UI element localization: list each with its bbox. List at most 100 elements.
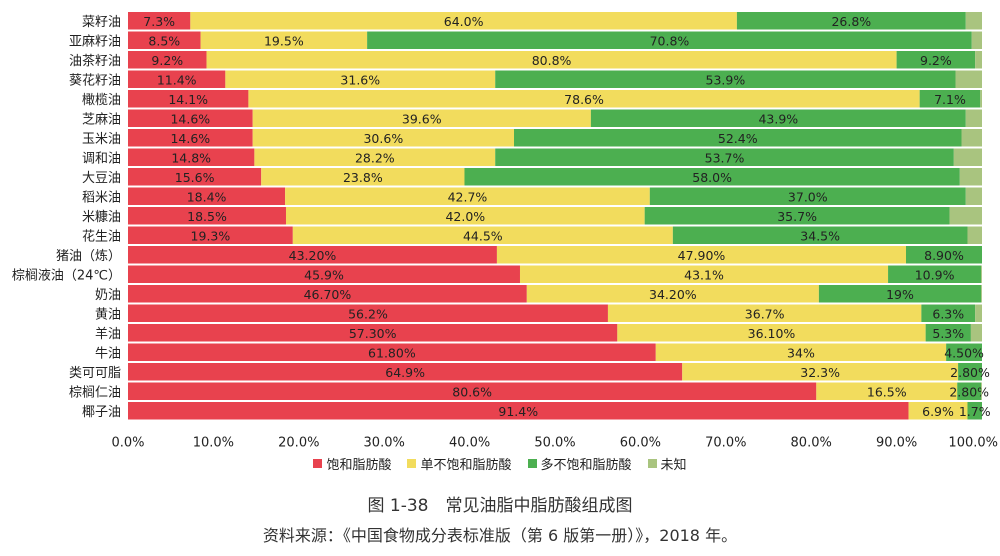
bar-segment-saturated	[128, 304, 608, 322]
data-label-polyunsaturated: 4.50%	[944, 345, 984, 360]
data-label-saturated: 14.6%	[170, 111, 210, 126]
data-label-polyunsaturated: 9.2%	[920, 53, 952, 68]
data-label-monounsaturated: 42.0%	[445, 209, 485, 224]
bar-segment-polyunsaturated	[919, 90, 981, 108]
bar-segment-monounsaturated	[682, 363, 959, 381]
bar-segment-monounsaturated	[285, 187, 650, 205]
data-label-monounsaturated: 43.1%	[684, 267, 724, 282]
bar-segment-unknown	[949, 207, 982, 225]
data-label-polyunsaturated: 52.4%	[718, 131, 758, 146]
bar-segment-saturated	[128, 382, 817, 400]
bar-segment-polyunsaturated	[888, 265, 982, 283]
category-label: 菜籽油	[82, 15, 121, 30]
x-tick-label: 60.0%	[620, 436, 661, 451]
data-label-polyunsaturated: 53.7%	[705, 150, 745, 165]
category-label: 橄榄油	[82, 92, 121, 108]
data-label-polyunsaturated: 19%	[886, 287, 914, 302]
bar-segment-saturated	[128, 90, 249, 108]
x-tick-label: 70.0%	[705, 436, 746, 451]
category-label: 椰子油	[82, 405, 121, 420]
data-label-monounsaturated: 47.90%	[678, 248, 726, 263]
bar-segment-polyunsaturated	[644, 207, 950, 225]
data-label-monounsaturated: 16.5%	[867, 384, 907, 399]
data-label-monounsaturated: 34%	[787, 345, 815, 360]
data-label-polyunsaturated: 5.3%	[932, 326, 964, 341]
legend-item-monounsaturated: 单不饱和脂肪酸	[407, 454, 512, 473]
data-label-saturated: 46.70%	[304, 287, 352, 302]
bar-segment-unknown	[981, 382, 982, 400]
bar-segment-unknown	[965, 109, 982, 127]
category-label: 油茶籽油	[69, 53, 121, 69]
bar-segment-monounsaturated	[655, 343, 947, 361]
legend-item-polyunsaturated: 多不饱和脂肪酸	[527, 454, 632, 473]
bar-segment-monounsaturated	[190, 12, 737, 30]
data-label-saturated: 8.5%	[148, 33, 180, 48]
bar-segment-saturated	[128, 12, 191, 30]
x-tick-label: 20.0%	[278, 436, 319, 451]
chart-legend: 饱和脂肪酸 单不饱和脂肪酸 多不饱和脂肪酸 未知	[0, 454, 1000, 473]
bar-segment-unknown	[965, 187, 982, 205]
bar-segment-monounsaturated	[519, 265, 889, 283]
legend-label-polyunsaturated: 多不饱和脂肪酸	[540, 458, 632, 473]
legend-swatch-polyunsaturated	[527, 459, 537, 468]
bar-segment-saturated	[128, 324, 618, 342]
legend-swatch-monounsaturated	[407, 459, 417, 468]
x-tick-label: 50.0%	[534, 436, 575, 451]
category-label: 牛油	[95, 346, 121, 361]
x-tick-label: 0.0%	[111, 436, 144, 451]
legend-label-saturated: 饱和脂肪酸	[326, 458, 392, 473]
data-label-monounsaturated: 80.8%	[532, 53, 572, 68]
bar-segment-saturated	[128, 109, 253, 127]
category-label: 亚麻籽油	[69, 34, 121, 49]
data-label-polyunsaturated: 7.1%	[934, 92, 966, 107]
bar-segment-unknown	[980, 90, 982, 108]
bar-segment-monounsaturated	[252, 129, 515, 147]
data-label-saturated: 91.4%	[498, 404, 538, 419]
legend-swatch-unknown	[647, 459, 657, 468]
bar-segment-monounsaturated	[252, 109, 591, 127]
data-label-saturated: 43.20%	[289, 248, 337, 263]
data-label-monounsaturated: 23.8%	[343, 170, 383, 185]
data-label-polyunsaturated: 2.80%	[950, 365, 990, 380]
bar-segment-polyunsaturated	[495, 70, 956, 88]
data-label-monounsaturated: 32.3%	[800, 365, 840, 380]
legend-label-monounsaturated: 单不饱和脂肪酸	[420, 458, 512, 473]
bar-segment-saturated	[128, 363, 683, 381]
data-label-polyunsaturated: 43.9%	[758, 111, 798, 126]
category-label: 稻米油	[82, 190, 121, 205]
data-label-saturated: 57.30%	[349, 326, 397, 341]
data-label-polyunsaturated: 58.0%	[692, 170, 732, 185]
category-label: 类可可脂	[69, 366, 121, 381]
data-label-saturated: 14.8%	[171, 150, 211, 165]
bar-segment-saturated	[128, 207, 286, 225]
data-label-saturated: 14.6%	[170, 131, 210, 146]
bar-segment-monounsaturated	[248, 90, 920, 108]
bar-segment-polyunsaturated	[464, 168, 960, 186]
bar-segment-monounsaturated	[285, 207, 645, 225]
bar-segment-unknown	[975, 304, 982, 322]
data-label-monounsaturated: 31.6%	[340, 72, 380, 87]
bar-segment-monounsaturated	[254, 148, 496, 166]
data-label-saturated: 64.9%	[385, 365, 425, 380]
category-label: 芝麻油	[82, 111, 121, 127]
bar-segment-polyunsaturated	[736, 12, 966, 30]
bar-segment-polyunsaturated	[921, 304, 976, 322]
bar-segment-saturated	[128, 187, 286, 205]
bar-segment-monounsaturated	[261, 168, 465, 186]
bar-segment-monounsaturated	[816, 382, 958, 400]
category-label: 羊油	[95, 326, 121, 342]
bar-segment-monounsaturated	[292, 226, 673, 244]
bar-segment-monounsaturated	[225, 70, 496, 88]
bar-segment-polyunsaturated	[925, 324, 971, 342]
bar-segment-unknown	[967, 226, 982, 244]
data-label-monounsaturated: 34.20%	[649, 287, 697, 302]
category-label: 花生油	[82, 228, 121, 244]
data-label-saturated: 15.6%	[175, 170, 215, 185]
bar-segment-polyunsaturated	[590, 109, 966, 127]
bar-segment-polyunsaturated	[672, 226, 968, 244]
data-label-monounsaturated: 64.0%	[444, 14, 484, 29]
bar-segment-polyunsaturated	[957, 382, 982, 400]
data-label-polyunsaturated: 35.7%	[777, 209, 817, 224]
chart-svg: 菜籽油 7.3% 64.0% 26.8% 亚麻籽油 8.5% 19.5% 70.8% 油茶籽油 9…	[12, 12, 998, 451]
